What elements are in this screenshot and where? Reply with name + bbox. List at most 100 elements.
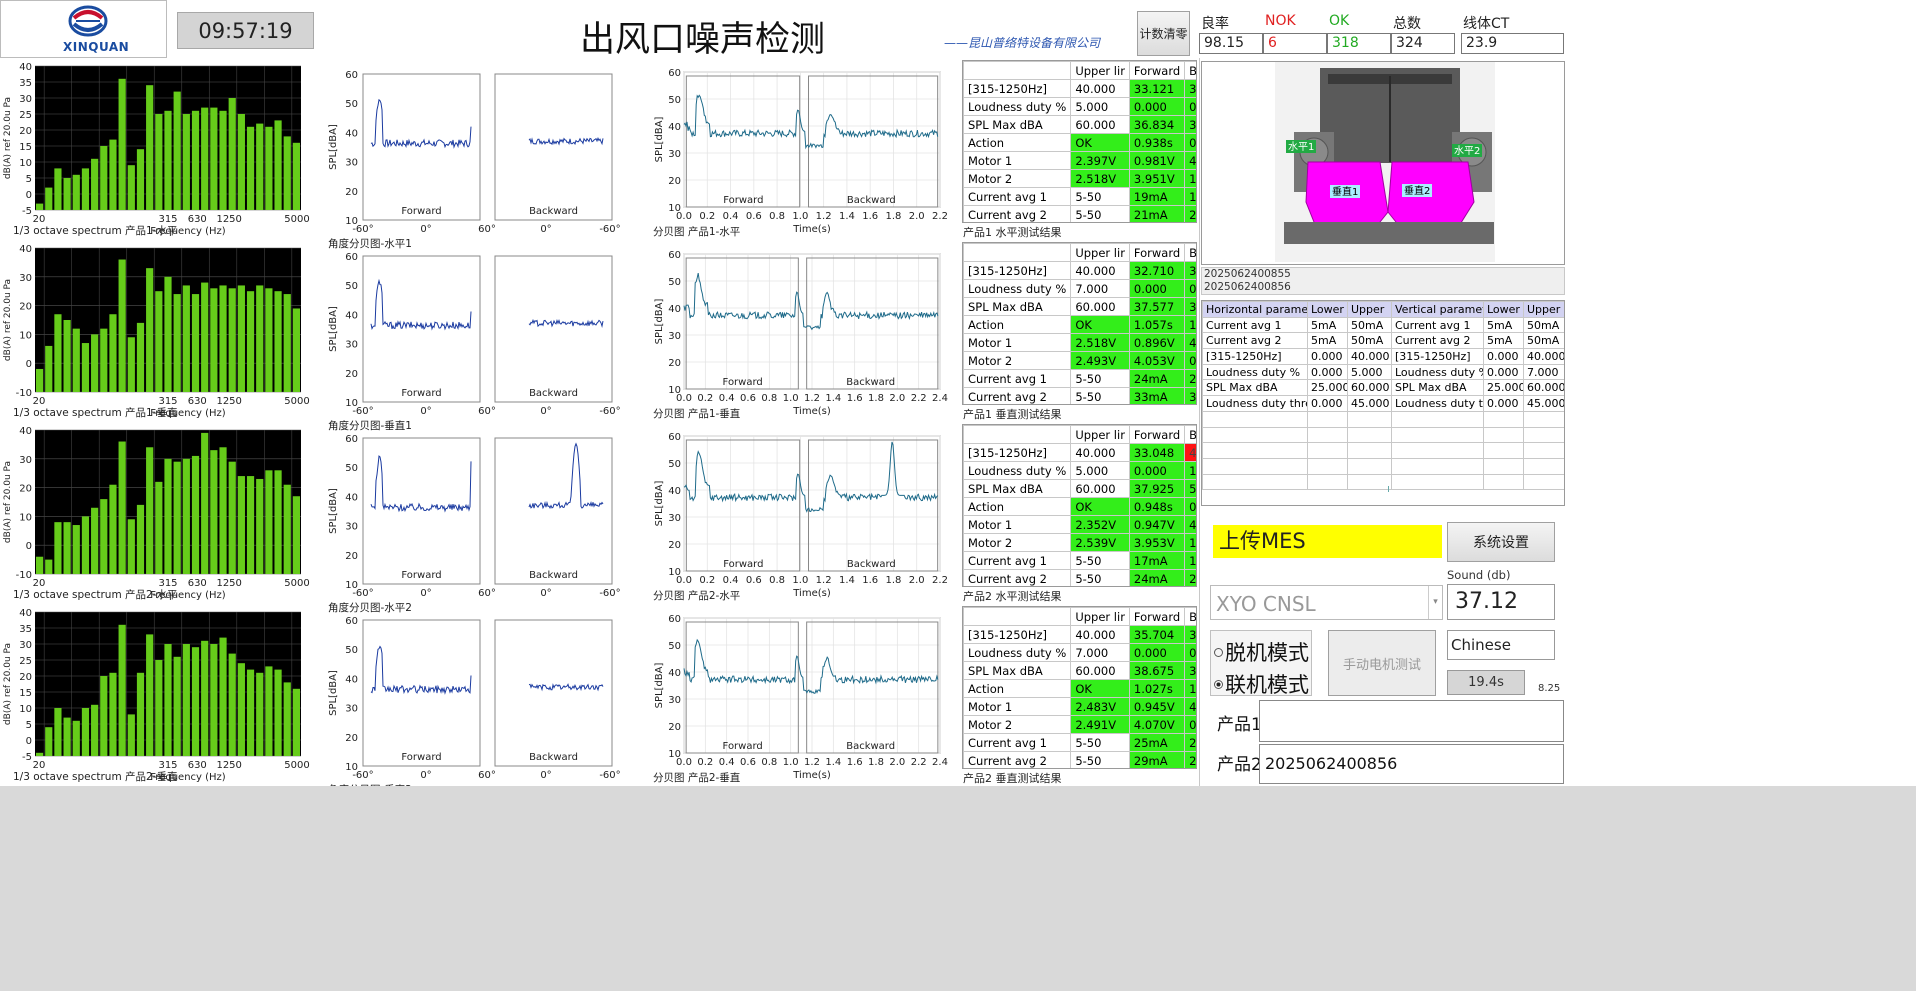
y-tick-label: 40: [19, 244, 32, 255]
x-tick-label: 0.2: [699, 211, 715, 222]
y-tick-label: 35: [19, 624, 32, 635]
spectrum-bar: [228, 288, 236, 392]
angle-ylabel: SPL[dBA]: [328, 670, 339, 716]
time-caption: 分贝图 产品2-水平: [653, 589, 740, 602]
forward-window: [685, 257, 799, 390]
table-cell: 40.000: [1070, 261, 1130, 280]
system-settings-button[interactable]: 系统设置: [1447, 522, 1555, 562]
table-cell: 32.710: [1128, 261, 1186, 280]
x-tick-label: 1.8: [886, 575, 902, 586]
table-cell: 32.633: [1184, 261, 1196, 280]
manual-motor-test-button[interactable]: 手动电机测试: [1328, 630, 1436, 696]
y-tick-label: 10: [345, 398, 358, 409]
spectrum-bar: [155, 114, 163, 210]
table-cell: 0.000: [1184, 97, 1196, 116]
table-cell: 0.000: [1483, 348, 1524, 365]
spectrum-bar: [246, 669, 255, 756]
x-tick-label: 0.0: [676, 757, 692, 768]
marker-v1-label: 垂直1: [1332, 185, 1358, 198]
table-row: [1202, 442, 1564, 459]
spectrum-bar: [164, 110, 172, 210]
table-cell: SPL Max dBA: [963, 661, 1072, 680]
spectrum-bar: [100, 676, 108, 756]
table-cell: 33.048: [1128, 443, 1186, 462]
y-tick-label: 20: [345, 187, 358, 198]
spectrum-bar: [81, 343, 90, 392]
table-cell: 5mA: [1307, 316, 1348, 334]
spectrum-bar: [54, 522, 62, 574]
page-title: 出风口噪声检测: [580, 20, 826, 60]
angle-chart: 60 50 40 30 20 10 SPL[dBA] Forward Backward -60° 0…: [328, 616, 621, 796]
x-tick-label: 1.6: [862, 575, 878, 586]
table-cell: OK: [1070, 497, 1130, 516]
x-tick-label: 0.2: [697, 393, 713, 404]
reset-count-button[interactable]: 计数清零: [1137, 11, 1190, 56]
table-cell: 0.000: [1128, 279, 1186, 298]
table-cell: 2.539V: [1070, 533, 1130, 552]
language-field[interactable]: Chinese: [1447, 630, 1555, 660]
spectrum-bar: [118, 78, 126, 210]
sound-value: 37.12: [1447, 584, 1555, 620]
y-tick-label: 50: [345, 645, 358, 656]
spectrum-bar: [292, 496, 300, 574]
table-cell: Current avg 1: [963, 733, 1072, 752]
spectrum-bar: [164, 644, 172, 756]
radio-unchecked-icon: [1214, 647, 1223, 657]
x-tick-label: 1.6: [847, 393, 863, 404]
table-cell: 60.000: [1070, 115, 1130, 134]
chevron-down-icon[interactable]: ▾: [1428, 586, 1442, 619]
table-cell: OK: [1070, 315, 1130, 334]
table-cell: [1391, 457, 1484, 475]
table-cell: [315-1250Hz]: [963, 79, 1072, 98]
y-tick-label: -10: [16, 570, 32, 581]
table-cell: 4.120V: [1184, 697, 1196, 716]
results-caption: 产品2 垂直测试结果: [963, 772, 1062, 785]
table-cell: Upper lir: [1070, 425, 1130, 444]
table-cell: [315-1250Hz]: [963, 443, 1072, 462]
offline-mode-radio[interactable]: 脱机模式: [1214, 637, 1309, 667]
table-cell: Upper lir: [1070, 61, 1130, 80]
angle-ylabel: SPL[dBA]: [328, 306, 339, 352]
product2-input[interactable]: 2025062400856: [1259, 744, 1564, 784]
table-cell: OK: [1070, 679, 1130, 698]
time-caption: 分贝图 产品1-水平: [653, 225, 740, 238]
stat-label: OK: [1329, 13, 1350, 29]
spectrum-bar: [127, 337, 135, 392]
table-cell: Current avg 2: [963, 569, 1072, 586]
table-cell: Backwar: [1184, 607, 1196, 626]
table-cell: 24mA: [1128, 369, 1186, 388]
backward-label: Backward: [529, 752, 578, 763]
table-cell: 40.000: [1070, 79, 1130, 98]
table-cell: [1347, 410, 1392, 428]
spectrum-bar: [72, 525, 80, 574]
table-cell: 58.795: [1184, 479, 1196, 498]
sound-label: Sound (db): [1447, 568, 1511, 582]
spectrum-bar: [109, 672, 117, 756]
table-row: Current avg 15-5017mA17mA: [963, 551, 1196, 570]
product1-input[interactable]: [1259, 700, 1564, 742]
table-cell: 37.925: [1128, 479, 1186, 498]
spectrum-bar: [256, 478, 264, 574]
y-tick-label: 10: [668, 567, 681, 578]
table-cell: 0.947V: [1128, 515, 1186, 534]
model-select[interactable]: XYO CNSL ▾: [1210, 585, 1443, 620]
forward-label: Forward: [723, 377, 763, 388]
x-tick-label: 60°: [478, 406, 496, 417]
online-mode-radio[interactable]: 联机模式: [1214, 669, 1309, 699]
table-cell: OK: [1070, 133, 1130, 152]
spectrum-bar: [283, 682, 291, 756]
table-cell: Loudness duty thresho: [1202, 395, 1308, 412]
mode-radio-group: 脱机模式 联机模式: [1210, 630, 1312, 699]
results-table-frame: Upper lirForwardBackwar[315-1250Hz]40.00…: [962, 60, 1197, 223]
y-tick-label: 5: [26, 720, 32, 731]
x-tick-label: 1.4: [825, 393, 841, 404]
angle-caption: 角度分贝图-水平1: [328, 237, 412, 250]
spectrum-bar: [146, 447, 154, 574]
spectrum-bar: [127, 165, 135, 210]
spectrum-bar: [118, 624, 126, 756]
x-tick-label: 60°: [478, 224, 496, 235]
